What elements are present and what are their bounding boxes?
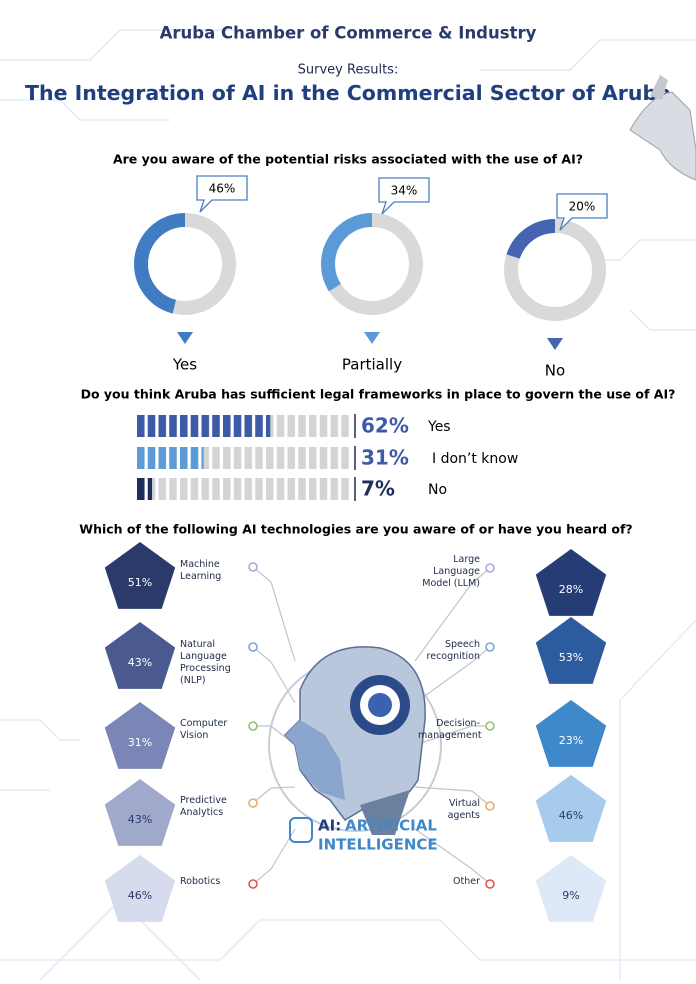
technology-name: Speech recognition xyxy=(426,639,480,662)
connector xyxy=(252,786,296,804)
donut-arc xyxy=(134,213,236,315)
value-label: 46% xyxy=(128,889,152,902)
value-label: 43% xyxy=(128,813,152,826)
pentagon xyxy=(535,549,607,616)
ear-inner xyxy=(368,693,392,717)
technology-name: Decision-management xyxy=(418,718,482,741)
node-dot xyxy=(248,642,258,652)
callout xyxy=(196,175,248,213)
value-label: 9% xyxy=(562,889,579,902)
face xyxy=(285,720,345,800)
donut-arc xyxy=(321,213,423,315)
bar xyxy=(137,415,271,437)
pentagon xyxy=(104,622,176,689)
pentagon xyxy=(535,855,607,922)
subtitle: Survey Results: xyxy=(298,63,399,78)
node-dot xyxy=(485,642,495,652)
technology-name: Natural Language Processing (NLP) xyxy=(180,639,231,686)
connector xyxy=(414,567,491,662)
pentagon xyxy=(535,775,607,842)
connector xyxy=(252,646,296,704)
neck xyxy=(360,790,410,835)
technology-name: Other xyxy=(453,876,480,887)
pointer xyxy=(364,332,380,344)
node-dot xyxy=(248,879,258,889)
node-dot xyxy=(248,562,258,572)
value-label: 7% xyxy=(361,477,395,501)
technology-name: Predictive Analytics xyxy=(180,795,227,818)
question: Are you aware of the potential risks ass… xyxy=(113,152,583,167)
connector xyxy=(253,725,296,746)
node-dot xyxy=(485,563,495,573)
value-label: 34% xyxy=(391,184,418,198)
connector xyxy=(252,566,296,662)
bar xyxy=(137,447,204,469)
technology-name: Large Language Model (LLM) xyxy=(422,554,480,589)
value-label: 46% xyxy=(209,182,236,196)
value-label: 62% xyxy=(361,414,409,438)
value-label: 46% xyxy=(559,809,583,822)
value-label: 31% xyxy=(361,446,409,470)
category-label: I don’t know xyxy=(432,451,518,467)
value-label: 43% xyxy=(128,656,152,669)
bar xyxy=(137,478,153,500)
badge-line: INTELLIGENCE xyxy=(318,836,438,854)
node-dot xyxy=(485,879,495,889)
value-label: 51% xyxy=(128,576,152,589)
node-dot xyxy=(248,798,258,808)
node-dot xyxy=(485,801,495,811)
category-label: Yes xyxy=(427,419,451,435)
value-label: 20% xyxy=(569,200,596,214)
bar-track xyxy=(137,478,352,500)
connector xyxy=(414,828,491,885)
value-label: 31% xyxy=(128,736,152,749)
circuit-background xyxy=(0,29,696,981)
pentagon xyxy=(104,779,176,846)
category-label: No xyxy=(545,362,565,380)
pointer xyxy=(547,338,563,350)
pentagon xyxy=(535,700,607,767)
node-dot xyxy=(248,721,258,731)
category-label: No xyxy=(428,482,447,498)
technology-name: Robotics xyxy=(180,876,221,887)
badge-line: ARTIFICIAL xyxy=(345,817,437,835)
robot-hand xyxy=(629,75,696,181)
connector xyxy=(252,828,296,885)
badge-prefix: AI: xyxy=(318,817,341,835)
category-label: Yes xyxy=(172,356,197,374)
pentagon xyxy=(104,542,176,609)
organization: Aruba Chamber of Commerce & Industry xyxy=(160,24,537,43)
pentagon xyxy=(104,855,176,922)
connector xyxy=(414,786,491,807)
pointer xyxy=(177,332,193,344)
title: The Integration of AI in the Commercial … xyxy=(25,81,671,105)
value-label: 23% xyxy=(559,734,583,747)
value-label: 53% xyxy=(559,651,583,664)
donut-arc xyxy=(504,219,606,321)
badge-icon xyxy=(289,817,313,843)
question: Do you think Aruba has sufficient legal … xyxy=(81,387,676,402)
callout xyxy=(556,193,608,231)
technology-name: Computer Vision xyxy=(180,718,228,741)
technology-name: Machine Learning xyxy=(180,559,222,582)
value-label: 28% xyxy=(559,583,583,596)
pentagon xyxy=(104,702,176,769)
pentagon xyxy=(535,617,607,684)
connector xyxy=(414,646,491,704)
question: Which of the following AI technologies a… xyxy=(79,522,632,537)
robot-head xyxy=(283,646,426,835)
category-label: Partially xyxy=(342,356,402,374)
callout xyxy=(378,177,430,215)
node-dot xyxy=(485,721,495,731)
connector xyxy=(414,725,490,746)
technology-name: Virtual agents xyxy=(447,798,480,821)
